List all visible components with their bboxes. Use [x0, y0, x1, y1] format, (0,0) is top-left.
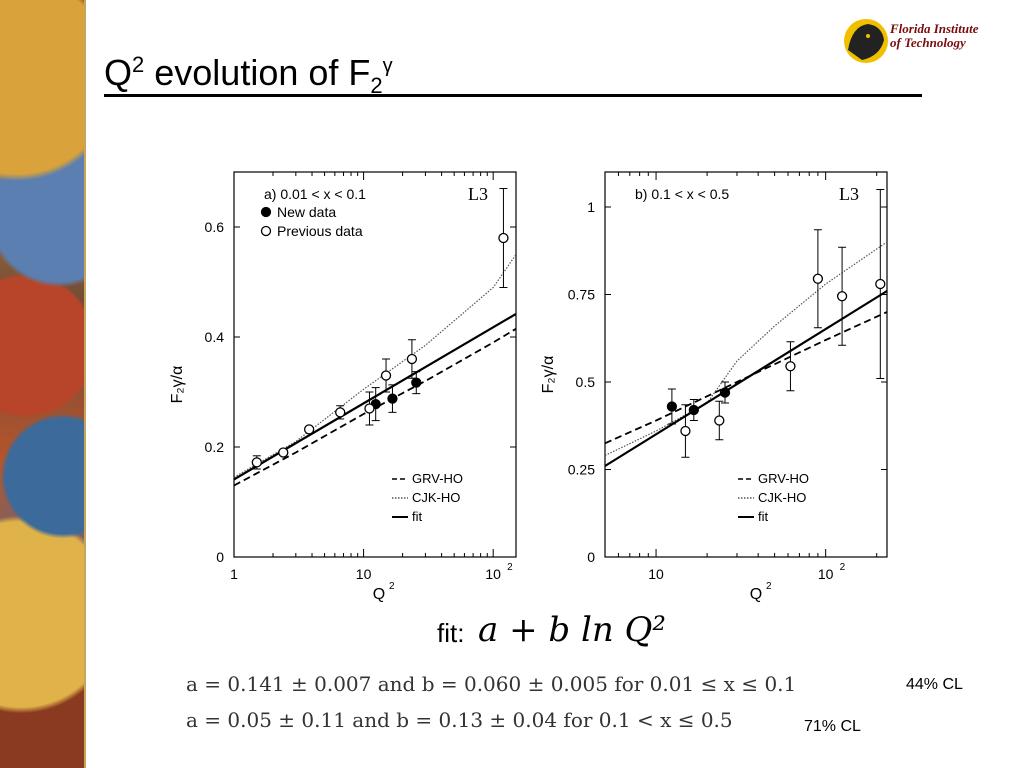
y-tick-label: 0: [587, 549, 595, 565]
legend-label: CJK-HO: [758, 490, 806, 505]
new-data-point: [688, 404, 699, 416]
new-data-point: [387, 393, 398, 404]
new-data-point: [411, 377, 422, 388]
logo-line: Florida Institute: [890, 21, 979, 36]
slide-title: Q2 evolution of F2γ: [104, 52, 393, 99]
x-tick-label-sup: 2: [507, 562, 513, 573]
title-underline: [104, 94, 922, 97]
fit-label: fit:: [437, 618, 465, 648]
x-tick-label-sup: 2: [840, 562, 846, 573]
curve-cjk-ho: [233, 254, 517, 478]
title-sub: 2: [370, 73, 383, 99]
y-tick-label: 0.75: [568, 287, 595, 303]
y-axis-label: F₂γ/α: [540, 356, 557, 394]
previous-data-point: [875, 278, 886, 290]
curve-fit: [233, 312, 517, 481]
curve-fit: [604, 290, 888, 467]
title-part: evolution of F: [144, 52, 371, 93]
panel-label: b) 0.1 < x < 0.5: [635, 186, 729, 202]
y-tick-label: 0.6: [205, 219, 225, 235]
x-tick-label: 1: [230, 566, 238, 582]
curve-grv-ho: [233, 328, 517, 487]
previous-data-point: [251, 457, 262, 468]
panther-icon: [848, 24, 884, 60]
fit-logo: [844, 19, 888, 63]
previous-data-point: [836, 291, 848, 302]
x-tick-label: 10: [485, 566, 501, 582]
previous-data-point: [498, 232, 509, 244]
panel-label: a) 0.01 < x < 0.1: [264, 186, 366, 202]
y-tick-label: 0.25: [568, 462, 595, 478]
plot-frame: [233, 171, 517, 558]
legend-label: fit: [758, 509, 769, 524]
x-tick-label: 10: [356, 566, 372, 582]
logo-text: Florida Institute of Technology: [890, 22, 979, 50]
y-tick-label: 0.4: [205, 329, 225, 345]
fit-result-1: a = 0.141 ± 0.007 and b = 0.060 ± 0.005 …: [186, 672, 797, 696]
previous-data-point: [714, 415, 725, 426]
legend-label: fit: [412, 509, 423, 524]
previous-data-point: [380, 370, 392, 381]
previous-data-point: [364, 403, 375, 414]
previous-data-point: [785, 361, 796, 372]
y-tick-label: 0.2: [205, 439, 225, 455]
new-data-point: [719, 387, 731, 398]
legend-label: Previous data: [277, 223, 363, 239]
y-tick-label: 0: [216, 549, 224, 565]
x-axis-label-sup: 2: [389, 581, 395, 592]
new-data-point: [666, 401, 678, 412]
x-axis-label: Q: [373, 586, 385, 603]
previous-data-point: [335, 407, 346, 418]
legend-label: New data: [277, 204, 336, 220]
x-tick-label: 10: [648, 566, 664, 582]
legend-label: GRV-HO: [412, 471, 463, 486]
previous-data-point: [303, 424, 315, 435]
previous-data-point: [812, 273, 824, 284]
y-tick-label: 1: [587, 199, 595, 215]
fit-formula: a + b ln Q²: [478, 610, 667, 650]
x-tick-label: 10: [818, 566, 834, 582]
experiment-label: L3: [468, 184, 488, 204]
confidence-level-1: 44% CL: [906, 676, 963, 693]
x-axis-label-sup: 2: [766, 581, 772, 592]
previous-data-point: [406, 353, 418, 365]
legend-marker: [260, 225, 272, 237]
x-axis-label: Q: [750, 586, 762, 603]
confidence-level-2: 71% CL: [804, 718, 861, 735]
y-axis-label: F₂γ/α: [169, 366, 186, 404]
legend-label: CJK-HO: [412, 490, 460, 505]
title-sup: γ: [382, 55, 393, 77]
title-sup: 2: [132, 52, 145, 77]
legend-label: GRV-HO: [758, 471, 809, 486]
previous-data-point: [680, 425, 691, 437]
previous-data-point: [278, 447, 289, 458]
y-tick-label: 0.5: [576, 374, 596, 390]
experiment-label: L3: [839, 184, 859, 204]
decorative-sidebar: [0, 0, 84, 768]
sidebar-divider: [84, 0, 86, 768]
curve-cjk-ho: [604, 241, 888, 457]
plot-frame: [604, 171, 888, 558]
title-part: Q: [104, 52, 133, 93]
legend-marker: [260, 206, 272, 218]
fit-result-2: a = 0.05 ± 0.11 and b = 0.13 ± 0.04 for …: [186, 708, 733, 732]
logo-line: of Technology: [890, 35, 966, 50]
curve-grv-ho: [604, 311, 888, 445]
